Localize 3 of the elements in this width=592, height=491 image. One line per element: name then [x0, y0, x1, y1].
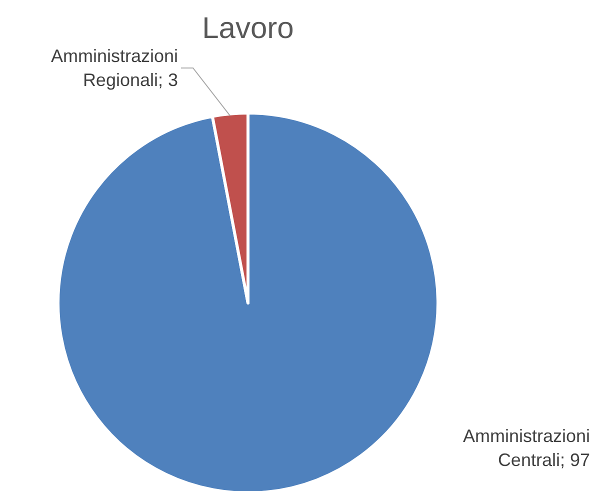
- slice-label: Amministrazioni Regionali; 3: [50, 46, 178, 90]
- slice-label: Amministrazioni Centrali; 97: [462, 426, 590, 470]
- chart-title: Lavoro: [202, 12, 294, 45]
